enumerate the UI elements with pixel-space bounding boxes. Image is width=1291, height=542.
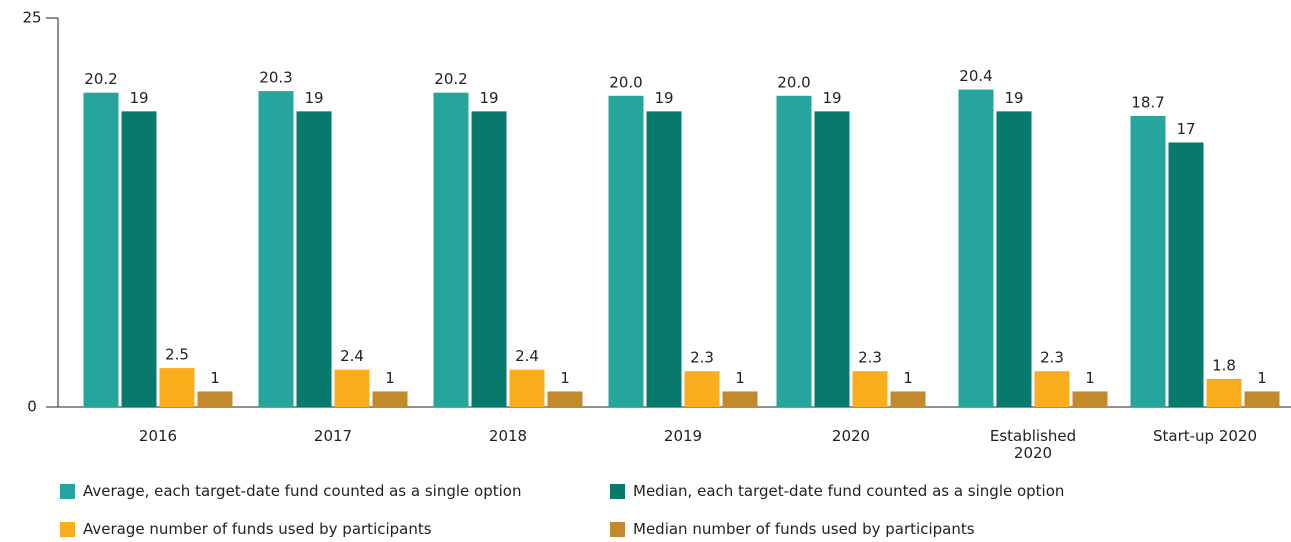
bar [958,89,994,408]
bar [1130,116,1166,407]
bar [372,391,408,407]
bar [121,111,157,408]
bar [258,91,294,407]
y-tick-label: 25 [22,9,41,27]
data-label: 19 [654,89,673,107]
data-label: 17 [1176,120,1195,138]
bar [814,111,850,408]
x-tick-label: 2016 [138,427,178,445]
data-label: 1 [735,369,745,387]
data-label: 1 [1085,369,1095,387]
data-label: 2.3 [1040,349,1064,367]
x-tick-label: Established 2020 [989,427,1077,462]
bar [159,368,195,407]
bar [996,111,1032,408]
bar [852,371,888,407]
data-label: 2.4 [340,347,364,365]
legend-label: Median number of funds used by participa… [633,520,975,538]
data-label: 18.7 [1131,94,1164,112]
bar [684,371,720,407]
bar [296,111,332,408]
data-label: 19 [479,89,498,107]
legend-label: Average number of funds used by particip… [83,520,432,538]
legend-item: Average, each target-date fund counted a… [60,482,521,500]
data-label: 19 [304,89,323,107]
data-label: 2.3 [858,349,882,367]
data-label: 1 [385,369,395,387]
data-label: 1 [903,369,913,387]
x-tick-label: 2019 [663,427,703,445]
bar [433,92,469,408]
legend-label: Median, each target-date fund counted as… [633,482,1065,500]
legend-swatch [60,483,75,499]
legend-swatch [60,521,75,537]
bar [608,95,644,408]
bar [197,391,233,407]
y-tick-label: 0 [27,398,37,416]
data-label: 1.8 [1212,356,1236,374]
legend-item: Average number of funds used by particip… [60,520,432,538]
x-tick-label: 2020 [831,427,871,445]
legend-swatch [610,483,625,499]
bar [1072,391,1108,407]
data-label: 19 [822,89,841,107]
data-label: 1 [560,369,570,387]
bar [509,369,545,407]
data-label: 20.0 [609,73,642,91]
legend-item: Median, each target-date fund counted as… [610,482,1064,500]
bar [776,95,812,408]
legend-label: Average, each target-date fund counted a… [83,482,522,500]
data-label: 20.0 [777,73,810,91]
data-label: 2.5 [165,346,189,364]
data-label: 2.3 [690,349,714,367]
bar [646,111,682,408]
x-tick-label: 2017 [313,427,353,445]
bar [334,369,370,407]
data-label: 1 [1257,369,1267,387]
x-tick-label: 2018 [488,427,528,445]
data-label: 20.2 [434,70,467,88]
data-label: 2.4 [515,347,539,365]
data-label: 19 [1004,89,1023,107]
bar [1168,142,1204,408]
bar [83,92,119,408]
bar [1034,371,1070,407]
bar [890,391,926,407]
bar [1244,391,1280,407]
legend-item: Median number of funds used by participa… [610,520,975,538]
legend-swatch [610,521,625,537]
data-label: 1 [210,369,220,387]
x-tick-label: Start-up 2020 [1152,427,1258,445]
data-label: 19 [129,89,148,107]
bar [471,111,507,408]
bar [722,391,758,407]
data-label: 20.4 [959,67,992,85]
bar [1206,378,1242,407]
data-label: 20.3 [259,69,292,87]
data-label: 20.2 [84,70,117,88]
bar [547,391,583,407]
